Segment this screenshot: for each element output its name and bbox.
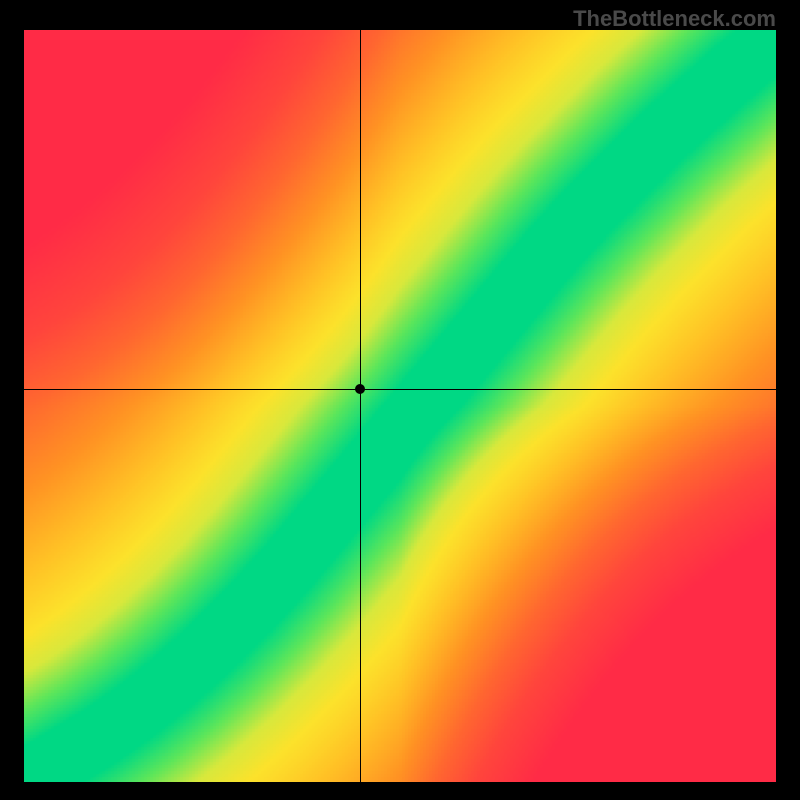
crosshair-horizontal xyxy=(24,389,776,390)
heatmap-canvas xyxy=(24,30,776,782)
bottleneck-heatmap xyxy=(24,30,776,782)
watermark-text: TheBottleneck.com xyxy=(573,6,776,32)
selection-marker xyxy=(355,384,365,394)
crosshair-vertical xyxy=(360,30,361,782)
